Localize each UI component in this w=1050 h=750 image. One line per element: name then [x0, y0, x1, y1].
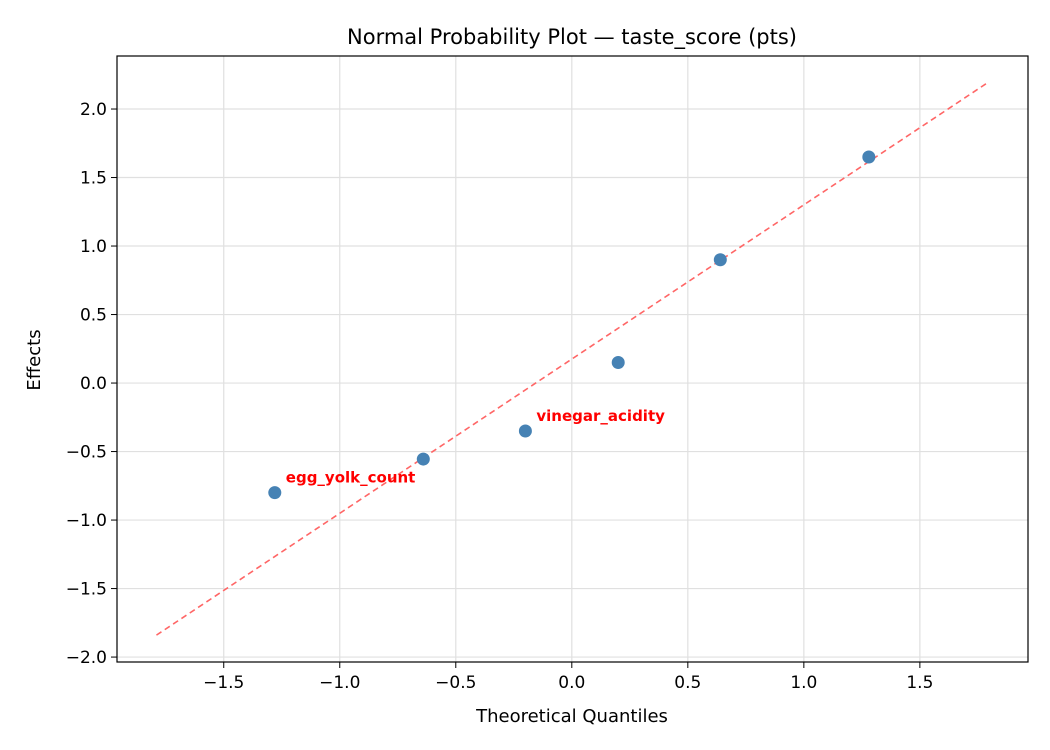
- plot-frame: [116, 55, 1029, 663]
- reference-line-group: [156, 82, 988, 636]
- x-tick-label: 0.5: [674, 673, 701, 693]
- x-axis-label: Theoretical Quantiles: [475, 706, 668, 727]
- y-tick-label: 2.0: [80, 100, 107, 120]
- data-point: [862, 150, 876, 164]
- y-tick-label: −0.5: [66, 443, 107, 463]
- data-point: [713, 253, 727, 267]
- x-tick-label: −1.0: [319, 673, 360, 693]
- x-tick-label: −0.5: [435, 673, 476, 693]
- y-tick-label: 1.0: [80, 237, 107, 257]
- y-tick-label: −1.5: [66, 580, 107, 600]
- x-tick-label: 1.5: [906, 673, 933, 693]
- data-point: [611, 355, 625, 369]
- ticks: −1.5 −1.0 −0.5 0.0 0.5 1.0 1.5 −2.0 −1.5 −1.0 −0.5…: [66, 100, 934, 693]
- grid: [117, 56, 1028, 662]
- x-tick-label: 1.0: [790, 673, 817, 693]
- y-axis-label: Effects: [24, 329, 45, 390]
- data-point: [268, 486, 282, 500]
- x-tick-label: 0.0: [558, 673, 585, 693]
- data-point: [416, 452, 430, 466]
- chart-title: Normal Probability Plot — taste_score (p…: [347, 25, 797, 50]
- reference-line: [156, 82, 988, 636]
- y-tick-label: 0.5: [80, 306, 107, 326]
- y-tick-label: −1.0: [66, 511, 107, 531]
- point-label: vinegar_acidity: [536, 407, 665, 425]
- x-tick-label: −1.5: [203, 673, 244, 693]
- point-label: egg_yolk_count: [286, 469, 416, 487]
- points: egg_yolk_count vinegar_acidity: [268, 150, 876, 500]
- y-tick-label: 0.0: [80, 374, 107, 394]
- y-tick-label: 1.5: [80, 169, 107, 189]
- y-tick-label: −2.0: [66, 648, 107, 668]
- data-point: [518, 424, 532, 438]
